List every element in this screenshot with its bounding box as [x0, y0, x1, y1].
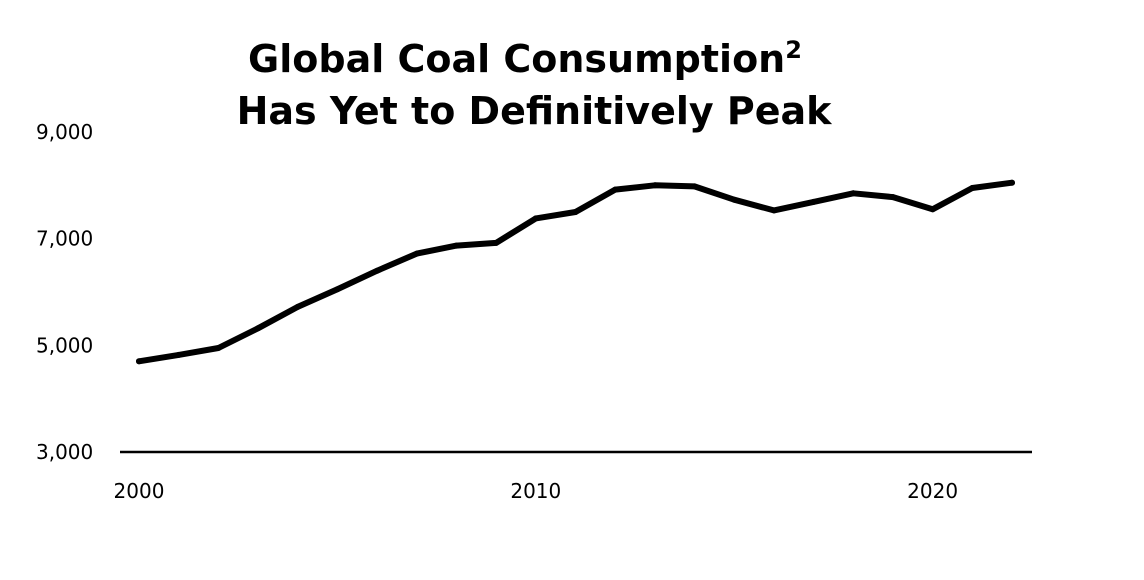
data-point [1009, 179, 1015, 186]
data-point [612, 186, 619, 193]
y-axis-ticks: 3,000 5,000 7,000 9,000 [36, 120, 93, 464]
chart-title-superscript: 2 [785, 36, 802, 64]
y-tick-label: 5,000 [36, 333, 93, 357]
chart-title-line1: Global Coal Consumption2 [248, 36, 802, 81]
data-point [850, 190, 857, 197]
data-point [810, 198, 817, 205]
y-tick-label: 9,000 [36, 120, 93, 144]
data-point [651, 182, 658, 189]
data-point [294, 303, 301, 310]
data-point [929, 206, 936, 213]
x-tick-label: 2000 [114, 479, 165, 503]
data-point [136, 358, 142, 365]
data-point [255, 325, 261, 332]
data-points [136, 179, 1015, 365]
data-point [969, 185, 976, 191]
data-point [572, 209, 579, 215]
data-point [374, 267, 381, 274]
data-point [413, 250, 420, 257]
data-point [731, 196, 738, 203]
x-tick-label: 2010 [510, 479, 561, 503]
x-axis-ticks: 2000 2010 2020 [114, 479, 959, 503]
data-point [532, 215, 539, 222]
chart-title-main: Global Coal Consumption [248, 37, 785, 81]
data-point [691, 183, 698, 190]
data-point [890, 194, 896, 201]
data-point [770, 207, 777, 214]
y-tick-label: 7,000 [36, 227, 93, 251]
chart-title-line2: Has Yet to Definitively Peak [237, 89, 833, 133]
data-point [175, 351, 182, 358]
data-point [334, 286, 341, 293]
data-point [493, 239, 500, 246]
data-point [215, 345, 222, 351]
data-point [453, 242, 460, 249]
y-tick-label: 3,000 [36, 440, 93, 464]
x-tick-label: 2020 [907, 479, 958, 503]
